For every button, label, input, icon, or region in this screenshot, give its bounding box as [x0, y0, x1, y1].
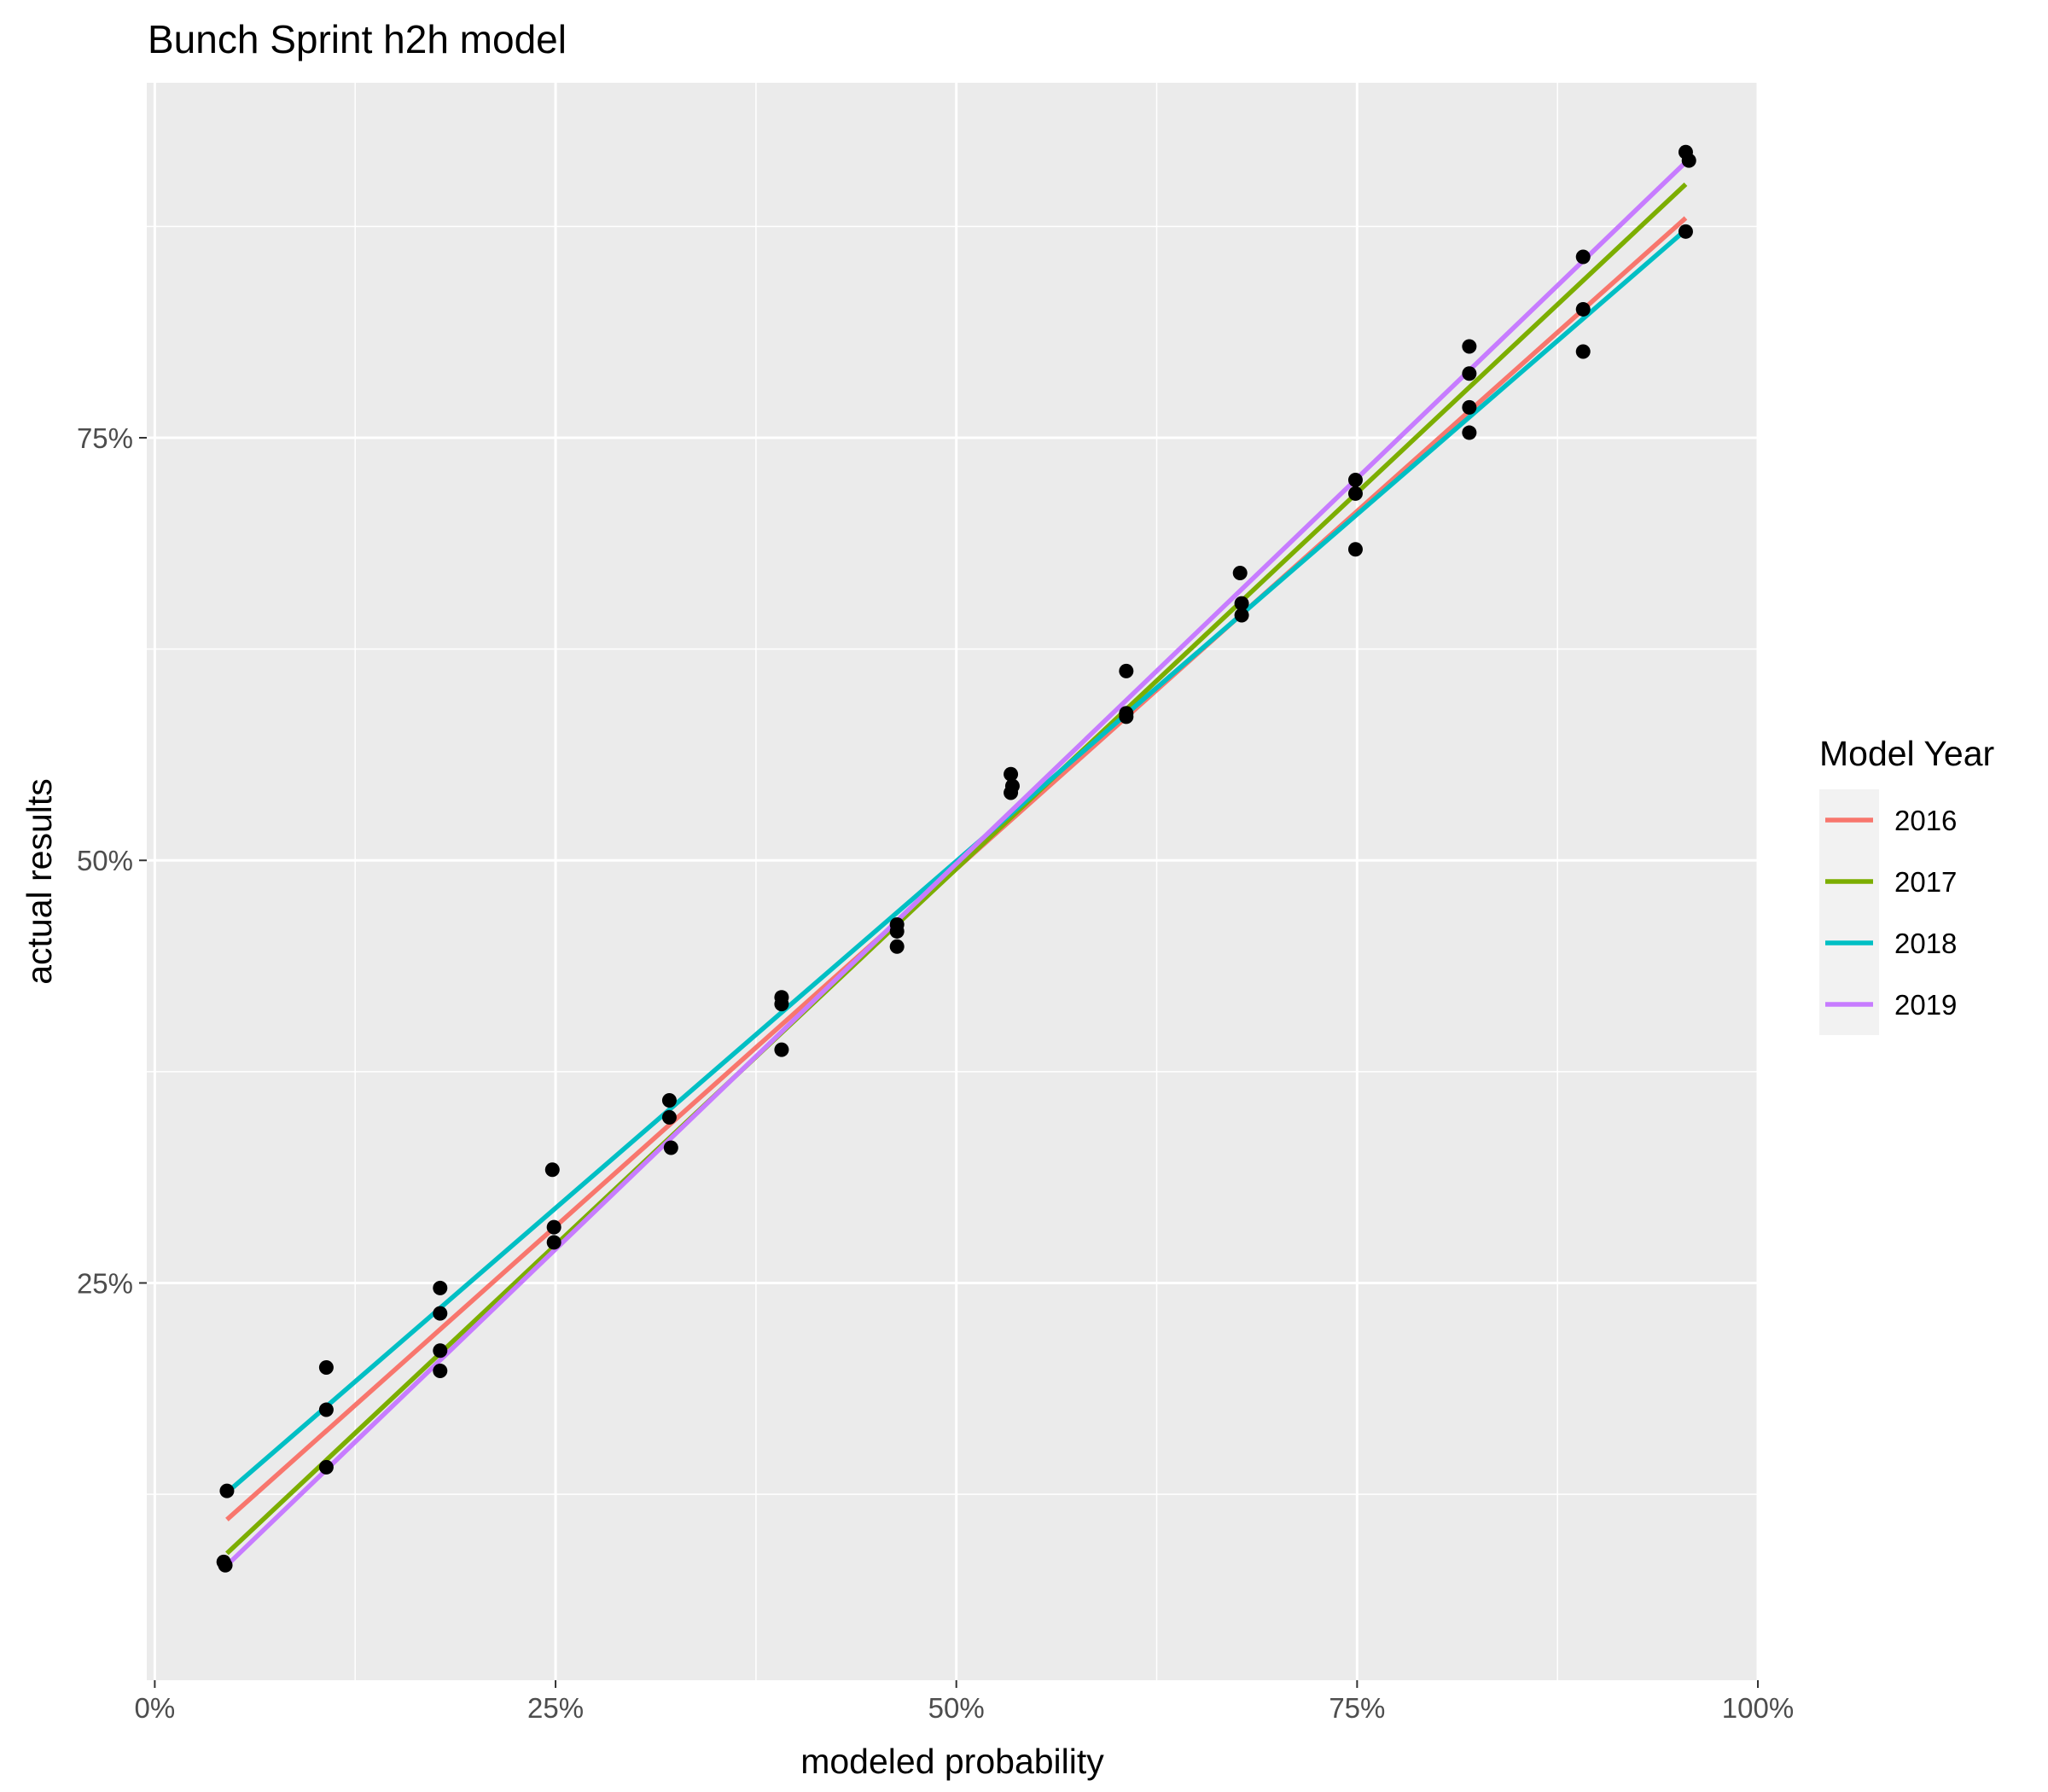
data-point [433, 1343, 448, 1359]
data-point [218, 1557, 233, 1573]
x-tick-label: 50% [928, 1692, 985, 1724]
data-point [1347, 473, 1363, 488]
data-point [219, 1483, 235, 1498]
grid-major [147, 83, 1760, 1680]
data-point [1462, 366, 1477, 381]
x-tick-label: 0% [135, 1692, 176, 1724]
y-tick-label: 50% [77, 845, 133, 876]
data-point [433, 1306, 448, 1321]
data-point [546, 1219, 561, 1235]
data-point [318, 1402, 334, 1417]
series-line-2019 [225, 160, 1688, 1568]
data-point [774, 997, 789, 1012]
chart-title: Bunch Sprint h2h model [148, 17, 567, 61]
data-point [1347, 486, 1363, 501]
legend-title: Model Year [1819, 734, 1994, 773]
legend-label-2019: 2019 [1894, 989, 1957, 1021]
series-lines [225, 160, 1688, 1568]
data-point [1575, 249, 1591, 265]
data-point [1678, 224, 1693, 239]
y-axis-ticks: 25% 50% 75% [77, 422, 147, 1299]
data-point [318, 1360, 334, 1376]
legend-items: 2016 2017 2018 2019 [1819, 789, 1957, 1035]
series-line-2017 [225, 182, 1688, 1556]
data-point [433, 1280, 448, 1295]
data-point [1004, 785, 1019, 800]
data-point [1462, 339, 1477, 354]
y-axis-title: actual results [20, 778, 59, 985]
legend-label-2016: 2016 [1894, 805, 1957, 836]
data-point [544, 1162, 560, 1178]
data-point [1004, 766, 1019, 782]
data-point [661, 1093, 677, 1108]
data-point [1575, 301, 1591, 317]
legend-label-2018: 2018 [1894, 928, 1957, 959]
data-point [318, 1459, 334, 1475]
data-point [1119, 663, 1134, 678]
grid-minor [147, 83, 1758, 1680]
data-point [1232, 565, 1248, 580]
data-point [1575, 344, 1591, 359]
x-tick-label: 75% [1329, 1692, 1385, 1724]
x-axis-ticks: 0% 25% 50% 75% 100% [135, 1680, 1794, 1724]
x-tick-label: 25% [527, 1692, 584, 1724]
data-point [1462, 399, 1477, 415]
data-point [1234, 596, 1249, 611]
data-point [1681, 153, 1696, 168]
data-point [774, 1042, 789, 1057]
legend: Model Year 2016 2017 2018 2019 [1819, 734, 1994, 1035]
data-point [1234, 608, 1249, 623]
data-point [1119, 709, 1134, 724]
data-point [546, 1235, 561, 1250]
x-axis-title: modeled probability [800, 1742, 1104, 1781]
y-tick-label: 25% [77, 1267, 133, 1299]
data-point [889, 923, 905, 939]
data-point [1462, 425, 1477, 440]
legend-label-2017: 2017 [1894, 866, 1957, 898]
data-point [433, 1363, 448, 1378]
data-point [889, 939, 905, 954]
data-point [1347, 542, 1363, 557]
y-tick-label: 75% [77, 422, 133, 454]
data-point [661, 1109, 677, 1125]
points [216, 144, 1696, 1573]
data-point [663, 1140, 678, 1155]
x-tick-label: 100% [1722, 1692, 1794, 1724]
